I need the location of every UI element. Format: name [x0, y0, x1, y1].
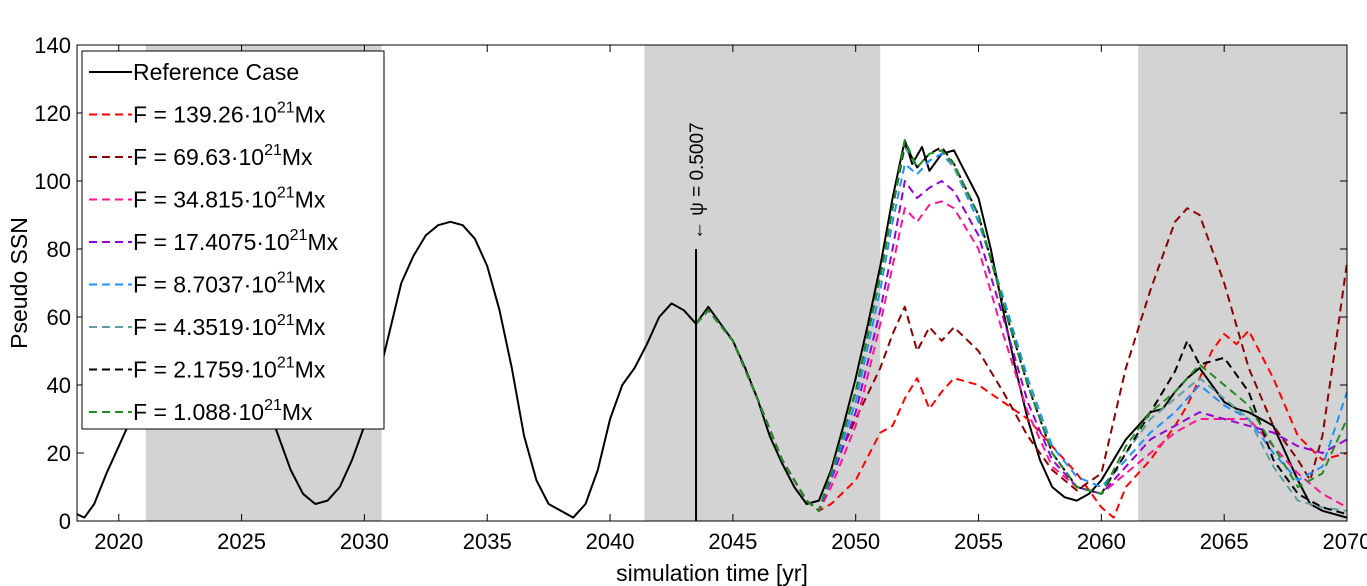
y-tick-label: 100	[34, 169, 71, 194]
y-tick-label: 80	[47, 237, 71, 262]
legend-label: Reference Case	[133, 59, 299, 85]
axis-ticks: 2020 2025 2030 2035 2040 2045 2050 2055 2060 2065…	[34, 33, 1367, 554]
psi-label: ← ψ = 0.5007	[687, 122, 708, 240]
legend-label: F = 69.63·1021Mx	[133, 142, 313, 170]
legend-label: F = 2.1759·1021Mx	[133, 355, 326, 383]
legend-label: F = 34.815·1021Mx	[133, 185, 326, 213]
shaded-region-2	[644, 45, 881, 521]
legend: Reference Case F = 139.26·1021Mx F = 69.63…	[81, 50, 385, 430]
x-tick-label: 2040	[586, 529, 635, 554]
y-tick-label: 40	[47, 373, 71, 398]
x-tick-label: 2070	[1323, 529, 1367, 554]
legend-label: F = 139.26·1021Mx	[133, 100, 326, 128]
x-tick-label: 2025	[217, 529, 266, 554]
series-line-1-088-10	[695, 139, 1348, 512]
x-tick-label: 2050	[831, 529, 880, 554]
y-tick-label: 120	[34, 101, 71, 126]
series-lines	[76, 139, 1348, 519]
x-tick-label: 2045	[708, 529, 757, 554]
y-tick-label: 60	[47, 305, 71, 330]
x-tick-label: 2030	[340, 529, 389, 554]
x-tick-label: 2035	[463, 529, 512, 554]
x-tick-label: 2055	[954, 529, 1003, 554]
y-tick-label: 0	[59, 509, 71, 534]
x-tick-label: 2060	[1077, 529, 1126, 554]
y-tick-label: 140	[34, 33, 71, 58]
y-tick-label: 20	[47, 441, 71, 466]
series-line-69-63-10	[695, 207, 1348, 512]
legend-box	[81, 50, 385, 430]
x-tick-label: 2065	[1200, 529, 1249, 554]
legend-label: F = 1.088·1021Mx	[133, 397, 313, 425]
x-axis-label: simulation time [yr]	[616, 560, 808, 586]
shaded-region-3	[1138, 45, 1347, 521]
x-tick-label: 2020	[94, 529, 143, 554]
y-axis-label: Pseudo SSN	[6, 217, 32, 349]
plot-frame	[76, 44, 1348, 522]
psi-annotation: ← ψ = 0.5007	[687, 122, 708, 521]
legend-label: F = 8.7037·1021Mx	[133, 270, 326, 298]
legend-label: F = 17.4075·1021Mx	[133, 227, 339, 255]
legend-label: F = 4.3519·1021Mx	[133, 312, 326, 340]
